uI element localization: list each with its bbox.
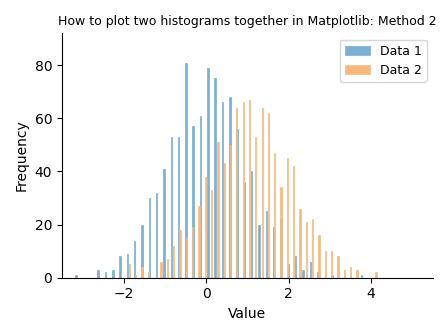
Bar	[288, 264, 289, 278]
Bar	[356, 270, 358, 278]
Bar	[274, 153, 276, 278]
Title: How to plot two histograms together in Matplotlib: Method 2: How to plot two histograms together in M…	[58, 15, 437, 28]
Bar	[229, 97, 231, 278]
Bar	[160, 262, 162, 278]
Bar	[127, 254, 128, 278]
Bar	[200, 116, 201, 278]
Bar	[280, 219, 282, 278]
Bar	[192, 227, 193, 278]
Bar	[135, 275, 136, 278]
Bar	[337, 256, 339, 278]
Bar	[375, 272, 377, 278]
Bar	[149, 198, 150, 278]
Bar	[230, 145, 231, 278]
Bar	[215, 79, 216, 278]
Bar	[251, 171, 253, 278]
Bar	[266, 211, 267, 278]
Bar	[97, 270, 99, 278]
Bar	[211, 190, 212, 278]
Bar	[224, 164, 225, 278]
Bar	[222, 102, 223, 278]
Bar	[306, 222, 307, 278]
Bar	[293, 166, 294, 278]
Bar	[217, 142, 219, 278]
Bar	[332, 275, 333, 278]
Bar	[167, 259, 168, 278]
Bar	[242, 102, 244, 278]
Bar	[249, 100, 250, 278]
Bar	[244, 182, 245, 278]
Bar	[287, 158, 288, 278]
Bar	[325, 251, 326, 278]
Bar	[105, 272, 106, 278]
Bar	[255, 137, 256, 278]
Bar	[178, 137, 179, 278]
Bar	[156, 193, 157, 278]
Bar	[129, 264, 130, 278]
Bar	[119, 256, 121, 278]
Bar	[134, 241, 135, 278]
Bar	[350, 267, 351, 278]
Bar	[317, 272, 318, 278]
Bar	[185, 238, 187, 278]
Bar	[302, 270, 304, 278]
Bar	[185, 62, 187, 278]
Bar	[237, 129, 238, 278]
Bar	[273, 227, 275, 278]
Legend: Data 1, Data 2: Data 1, Data 2	[340, 40, 427, 82]
Bar	[141, 224, 143, 278]
Bar	[236, 108, 237, 278]
Bar	[299, 209, 301, 278]
Bar	[312, 219, 313, 278]
X-axis label: Value: Value	[228, 307, 267, 321]
Bar	[198, 206, 199, 278]
Bar	[361, 275, 362, 278]
Bar	[148, 272, 149, 278]
Bar	[331, 251, 332, 278]
Bar	[173, 246, 174, 278]
Bar	[163, 169, 165, 278]
Bar	[179, 230, 181, 278]
Y-axis label: Frequency: Frequency	[15, 120, 29, 192]
Bar	[76, 275, 77, 278]
Bar	[295, 256, 296, 278]
Bar	[112, 270, 113, 278]
Bar	[205, 177, 206, 278]
Bar	[310, 262, 311, 278]
Bar	[258, 224, 260, 278]
Bar	[319, 235, 320, 278]
Bar	[344, 270, 345, 278]
Bar	[207, 68, 209, 278]
Bar	[280, 187, 282, 278]
Bar	[262, 108, 263, 278]
Bar	[171, 137, 172, 278]
Bar	[268, 113, 269, 278]
Bar	[193, 126, 194, 278]
